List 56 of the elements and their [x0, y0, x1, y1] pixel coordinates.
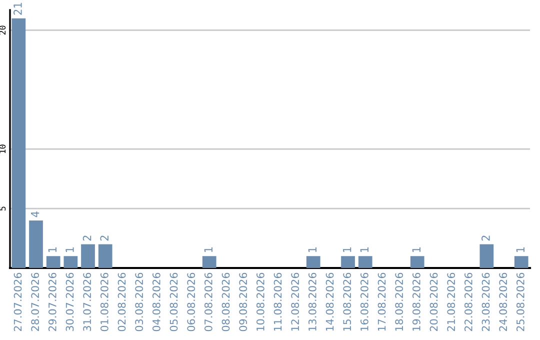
x-tick-label: 02.08.2026: [118, 272, 126, 332]
x-tick-label: 12.08.2026: [291, 272, 300, 331]
x-tick-label: 25.08.2026: [516, 272, 524, 332]
bar: [410, 256, 424, 268]
data-label: 2: [482, 236, 490, 241]
data-label: 1: [412, 247, 420, 252]
bar: [480, 244, 494, 268]
data-label: 2: [100, 236, 108, 241]
bar: [46, 256, 60, 268]
x-tick-label: 13.08.2026: [308, 272, 316, 331]
x-tick-label: 14.08.2026: [326, 272, 334, 331]
data-label: 21: [14, 2, 22, 15]
x-tick-label: 20.08.2026: [430, 272, 438, 332]
x-tick-label: 03.08.2026: [135, 272, 144, 332]
data-label: 1: [308, 247, 316, 252]
bar: [81, 244, 95, 268]
data-label: 1: [516, 247, 524, 252]
x-tick-label: 05.08.2026: [170, 272, 178, 332]
bar: [306, 256, 320, 268]
data-label: 1: [66, 247, 74, 252]
x-tick-label: 10.08.2026: [256, 272, 264, 331]
bar: [64, 256, 78, 268]
bar: [341, 256, 355, 268]
x-tick-label: 17.08.2026: [378, 272, 386, 331]
data-label: 1: [204, 247, 212, 252]
x-tick-label: 19.08.2026: [412, 272, 420, 331]
x-tick-label: 28.07.2026: [31, 272, 40, 332]
data-label: 1: [360, 247, 368, 252]
x-tick-label: 16.08.2026: [360, 272, 368, 331]
x-tick-label: 18.08.2026: [395, 272, 404, 331]
x-tick-label: 01.08.2026: [100, 272, 108, 332]
x-tick-label: 07.08.2026: [204, 272, 212, 332]
data-label: 4: [30, 212, 40, 218]
x-tick-label: 08.08.2026: [222, 272, 230, 332]
x-tick-label: 30.07.2026: [66, 272, 74, 332]
bar: [514, 256, 528, 268]
data-label: 1: [48, 247, 56, 252]
x-tick-label: 22.08.2026: [464, 272, 472, 332]
bar: [358, 256, 372, 268]
x-tick-label: 15.08.2026: [343, 272, 352, 331]
x-tick-label: 23.08.2026: [482, 272, 490, 332]
data-label: 1: [342, 247, 352, 252]
x-tick-label: 29.07.2026: [48, 272, 56, 332]
x-tick-label: 11.08.2026: [274, 272, 282, 331]
bar: [98, 244, 112, 268]
bar: [12, 18, 26, 268]
x-tick-label: 31.07.2026: [83, 272, 92, 332]
x-tick-label: 04.08.2026: [152, 272, 160, 332]
x-tick-label: 27.07.2026: [14, 272, 22, 332]
x-tick-label: 09.08.2026: [239, 272, 248, 332]
bar: [202, 256, 216, 268]
data-label: 2: [82, 236, 92, 241]
bar: [29, 220, 43, 268]
x-tick-label: 21.08.2026: [447, 272, 456, 332]
x-tick-label: 06.08.2026: [187, 272, 196, 332]
x-tick-label: 24.08.2026: [499, 272, 508, 332]
